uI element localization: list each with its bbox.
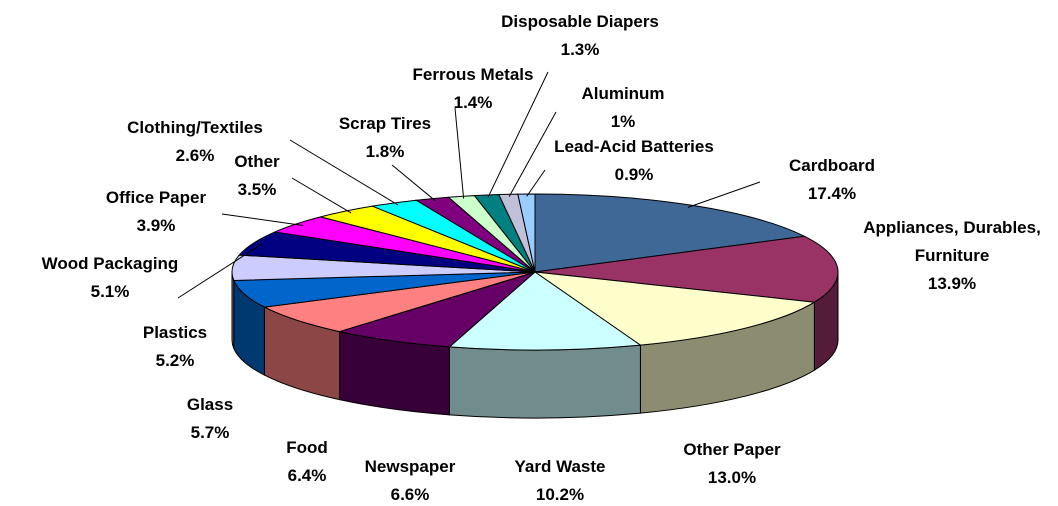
slice-top [262,271,536,333]
leader-line [289,139,399,206]
slice-label: Ferrous Metals 1.4% [358,61,588,117]
value-label: 3.9% [136,216,176,235]
leader-line [454,107,465,199]
value-label: 1.3% [560,40,600,59]
value-label: 6.4% [287,466,327,485]
category-label: Newspaper [364,457,456,476]
category-label: Aluminum [581,84,665,103]
slice-label: Food 6.4% [192,434,422,490]
slice-label: Wood Packaging 5.1% [0,250,225,306]
slice-label: Other 3.5% [142,148,372,204]
slice-label: Cardboard 17.4% [717,152,947,208]
slice-label: Clothing/Textiles 2.6% [80,114,310,170]
value-label: 1.8% [365,142,405,161]
value-label: 3.5% [237,180,277,199]
value-label: 5.1% [90,282,130,301]
leader-line [687,181,761,208]
value-label: 1% [610,112,636,131]
value-label: 2.6% [175,146,215,165]
value-label: 5.7% [190,423,230,442]
slice-label: Plastics 5.2% [60,319,290,375]
leader-line [291,177,352,214]
category-label: Food [286,438,328,457]
value-label: 5.2% [155,351,195,370]
category-label: Other [234,152,280,171]
leader-line [177,243,263,299]
slice-label: Scrap Tires 1.8% [270,110,500,166]
category-label: Other Paper [683,440,781,459]
slice-label: Yard Waste 10.2% [445,453,675,506]
value-label: 13.0% [707,468,757,487]
category-label: Scrap Tires [338,114,432,133]
leader-line [221,213,304,226]
value-label: 10.2% [535,485,585,504]
category-label: Office Paper [105,188,207,207]
category-label: Cardboard [789,156,875,175]
slice-label: Glass 5.7% [95,391,325,447]
category-label: Lead-Acid Batteries [554,137,714,156]
leader-line [508,111,557,197]
leader-line [526,169,546,197]
value-label: 13.9% [927,274,977,293]
category-label: Glass [186,395,234,414]
value-label: 17.4% [807,184,857,203]
slice-top [534,235,839,303]
category-label: Yard Waste [514,457,606,476]
category-label: Disposable Diapers [501,12,659,31]
slice-label: Other Paper 13.0% [617,436,847,492]
slice-top [448,271,642,351]
slice-label: Lead-Acid Batteries 0.9% [519,133,749,189]
category-label: Appliances, Durables, Furniture [863,218,1041,265]
leader-line [487,71,549,198]
slice-label: Aluminum 1% [508,80,738,136]
value-label: 6.6% [390,485,430,504]
value-label: 0.9% [614,165,654,184]
category-label: Plastics [142,323,208,342]
value-label: 1.4% [453,93,493,112]
slice-label: Disposable Diapers 1.3% [465,8,695,64]
category-label: Wood Packaging [41,254,179,273]
category-label: Ferrous Metals [412,65,534,84]
category-label: Clothing/Textiles [127,118,263,137]
leader-line [391,164,436,202]
slice-label: Office Paper 3.9% [41,184,271,240]
slice-top [337,271,536,348]
slice-top [517,193,536,273]
slice-side [448,344,641,419]
slice-label: Appliances, Durables, Furniture 13.9% [842,214,1058,298]
slice-top [534,271,816,346]
slice-label: Newspaper 6.6% [295,453,525,506]
